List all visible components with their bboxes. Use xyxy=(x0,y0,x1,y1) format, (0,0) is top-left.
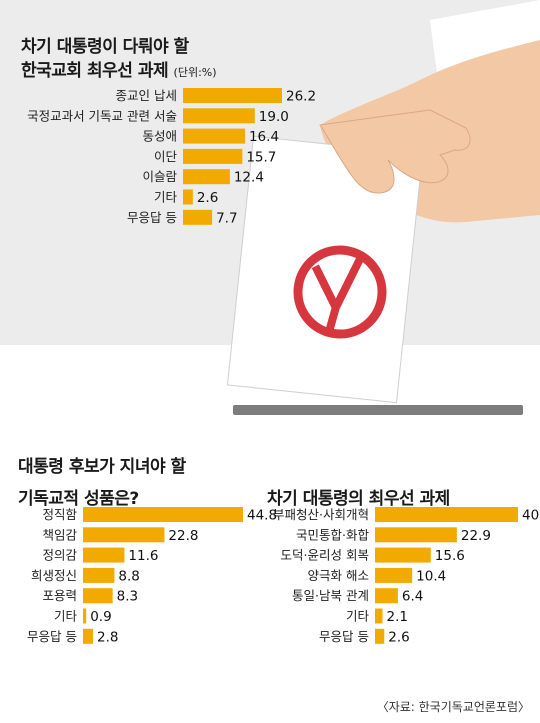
chart1-category-label: 기타 xyxy=(154,190,178,205)
chart2-title: 대통령 후보가 지녀야 할 기독교적 성품은? xyxy=(18,455,186,511)
vote-stamp-mark xyxy=(293,245,387,339)
chart2-bar xyxy=(83,567,115,583)
chart3-category-label: 국민통합·화합 xyxy=(296,527,369,542)
chart3-value-label: 40.0 xyxy=(522,508,540,524)
chart3-bar xyxy=(375,628,385,644)
chart1-value-label: 26.2 xyxy=(286,89,316,105)
chart3-value-label: 15.6 xyxy=(435,548,465,564)
chart2-category-label: 무응답 등 xyxy=(27,629,77,644)
chart2-value-label: 0.9 xyxy=(90,609,111,625)
chart3-bar xyxy=(375,588,398,604)
chart1-bar xyxy=(183,169,230,185)
chart2-title-line2: 기독교적 성품은? xyxy=(18,489,139,509)
chart2-category-label: 희생정신 xyxy=(31,568,77,583)
chart1-bar xyxy=(183,189,193,205)
chart3-title-line1: 차기 대통령의 최우선 과제 xyxy=(267,489,450,509)
chart1-category-label: 종교인 납세 xyxy=(116,88,177,103)
chart1-bar xyxy=(183,88,282,103)
chart2-value-label: 11.6 xyxy=(128,548,158,564)
chart2-value-label: 22.8 xyxy=(168,528,198,544)
chart3-bar-chart: 부패청산·사회개혁 40.0 국민통합·화합 22.9 도덕·윤리성 회복 15.6 양극화… xyxy=(273,507,540,645)
chart3-value-label: 2.1 xyxy=(387,609,408,625)
chart2-category-label: 정직함 xyxy=(42,507,77,522)
chart2-category-label: 책임감 xyxy=(42,527,77,542)
chart1-bar xyxy=(183,128,245,144)
chart1-title-line2: 한국교회 최우선 과제 (단위:%) xyxy=(21,59,217,85)
chart1-value-label: 15.7 xyxy=(246,149,276,165)
chart1-value-label: 12.4 xyxy=(234,170,264,186)
chart2-title-line1: 대통령 후보가 지녀야 할 xyxy=(18,457,186,477)
chart3-value-label: 6.4 xyxy=(402,589,423,605)
chart1-title-line1: 차기 대통령이 다뤄야 할 xyxy=(21,37,189,57)
chart3-category-label: 기타 xyxy=(346,609,370,624)
chart1-value-label: 2.6 xyxy=(197,190,218,206)
chart3-bar xyxy=(375,567,413,583)
chart2-value-label: 8.3 xyxy=(117,589,138,605)
chart1-category-label: 국정교과서 기독교 관련 서술 xyxy=(27,108,177,123)
chart2-bar xyxy=(83,507,243,522)
chart2-category-label: 포용력 xyxy=(42,588,77,603)
chart1-value-label: 7.7 xyxy=(216,210,237,226)
chart3-value-label: 2.6 xyxy=(388,629,409,645)
chart3-value-label: 22.9 xyxy=(461,528,491,544)
ballot-illustration xyxy=(226,0,540,415)
chart1-value-label: 19.0 xyxy=(259,109,289,125)
chart1-bar xyxy=(183,148,243,164)
chart2-bar xyxy=(83,527,165,543)
chart3-category-label: 양극화 해소 xyxy=(308,568,369,583)
chart1-bar xyxy=(183,108,255,124)
chart2-bar xyxy=(83,628,93,644)
hand-fingers xyxy=(319,109,471,194)
chart3-value-label: 10.4 xyxy=(416,568,446,584)
chart2-category-label: 정의감 xyxy=(42,548,77,563)
chart3-bar xyxy=(375,527,457,543)
chart1-bar-chart: 종교인 납세 26.2 국정교과서 기독교 관련 서술 19.0 동성애 16.4 이단 15… xyxy=(27,88,316,226)
chart1-category-label: 이단 xyxy=(154,149,178,164)
chart2-value-label: 44.8 xyxy=(247,508,277,524)
chart1-bar xyxy=(183,209,213,225)
chart1-category-label: 이슬람 xyxy=(142,169,177,184)
chart1-unit: (단위:%) xyxy=(173,66,217,79)
chart1-category-label: 동성애 xyxy=(142,129,177,144)
chart1-value-label: 16.4 xyxy=(249,129,279,145)
chart3-bar xyxy=(375,507,518,522)
chart3-title: 차기 대통령의 최우선 과제 xyxy=(267,487,450,511)
source-note: 〈자료: 한국기독교언론포럼〉 xyxy=(376,700,530,714)
chart3-category-label: 통일·남북 관계 xyxy=(292,588,369,603)
chart3-bar xyxy=(375,608,383,624)
chart2-bar xyxy=(83,547,125,563)
chart2-value-label: 2.8 xyxy=(97,629,118,645)
chart1-category-label: 무응답 등 xyxy=(127,210,177,225)
chart2-value-label: 8.8 xyxy=(118,568,139,584)
chart2-category-label: 기타 xyxy=(54,609,78,624)
chart3-category-label: 도덕·윤리성 회복 xyxy=(281,548,369,563)
chart2-bar xyxy=(83,608,87,624)
chart3-category-label: 부패청산·사회개혁 xyxy=(273,507,369,522)
chart3-category-label: 무응답 등 xyxy=(319,629,369,644)
chart2-bar xyxy=(83,588,113,604)
chart1-title-text: 한국교회 최우선 과제 xyxy=(21,61,169,81)
chart1-title: 차기 대통령이 다뤄야 할 한국교회 최우선 과제 (단위:%) xyxy=(21,35,217,85)
ballot-box-slot xyxy=(233,405,523,415)
chart2-bar-chart: 정직함 44.8 책임감 22.8 정의감 11.6 희생정신 8.8 포용력 8.3 기타 0.9 무… xyxy=(27,507,277,645)
chart3-bar xyxy=(375,547,431,563)
